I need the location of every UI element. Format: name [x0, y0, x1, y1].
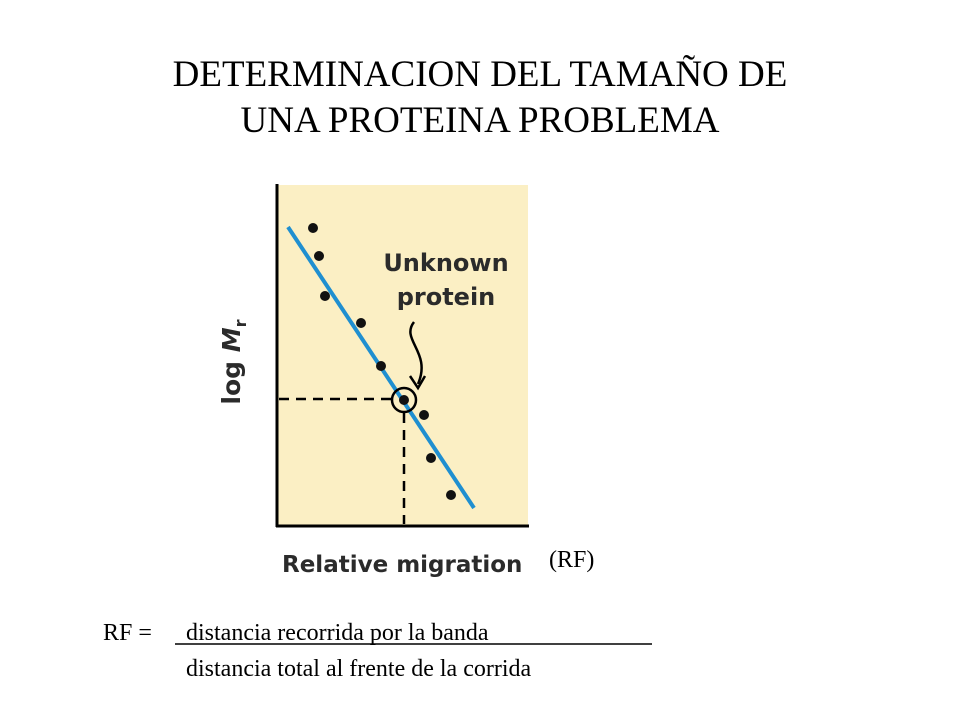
- title-line: UNA PROTEINA PROBLEMA: [241, 100, 720, 141]
- x-axis-note: (RF): [549, 547, 594, 573]
- x-axis-label: Relative migration: [282, 552, 522, 578]
- point: [308, 223, 318, 233]
- y-label-symbol: M: [217, 327, 246, 352]
- y-label-subscript: r: [231, 319, 250, 327]
- y-axis-label: log Mr: [217, 319, 250, 404]
- y-label-prefix: log: [217, 352, 246, 404]
- point: [426, 453, 436, 463]
- point: [314, 251, 324, 261]
- data-points: [308, 223, 456, 500]
- point: [446, 490, 456, 500]
- annotation: Unknown: [383, 249, 508, 277]
- arrow: [409, 321, 423, 385]
- point: [356, 318, 366, 328]
- point: [376, 361, 386, 371]
- highlight-circle: [390, 386, 418, 414]
- point: [419, 410, 429, 420]
- point: [320, 291, 330, 301]
- title-line: DETERMINACION DEL TAMAÑO DE: [173, 54, 788, 95]
- numerator: distancia recorrida por la banda: [186, 620, 489, 646]
- arrow-head: [408, 375, 427, 391]
- denominator: distancia total al frente de la corrida: [186, 656, 532, 682]
- formula: RF = distancia recorrida por la banda di…: [103, 620, 652, 682]
- annotation: protein: [397, 283, 496, 311]
- point: [399, 395, 409, 405]
- figure: Unknown protein log Mr Relative migratio…: [217, 184, 594, 578]
- formula-lhs: RF =: [103, 620, 152, 646]
